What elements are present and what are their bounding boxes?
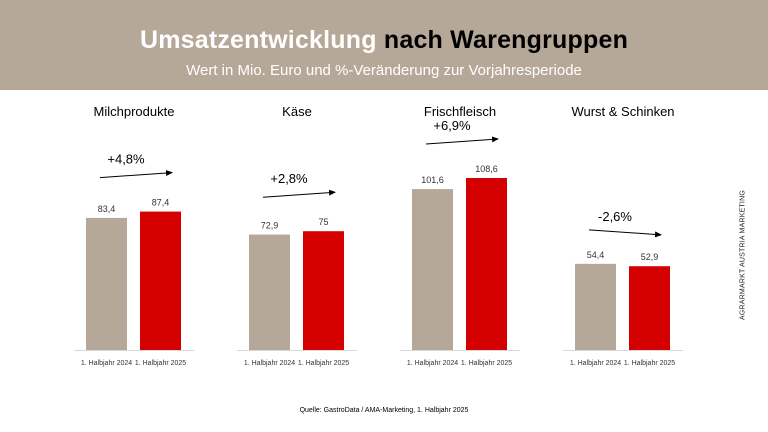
- category-label: Frischfleisch: [424, 104, 496, 119]
- bar-value-label: 75: [318, 217, 328, 227]
- side-label: AGRARMARKT AUSTRIA MARKETING: [738, 190, 748, 320]
- side-label-text: AGRARMARKT AUSTRIA MARKETING: [739, 190, 747, 320]
- x-tick-label: 1. Halbjahr 2025: [624, 360, 675, 367]
- x-tick-label: 1. Halbjahr 2024: [407, 360, 458, 367]
- change-label: -2,6%: [598, 209, 632, 224]
- bar-2024: [412, 189, 453, 350]
- page-subtitle: Wert in Mio. Euro und %-Veränderung zur …: [186, 62, 582, 79]
- bar-2025: [140, 211, 181, 350]
- trend-arrow: [262, 189, 336, 198]
- change-label: +2,8%: [270, 171, 308, 186]
- bar-value-label: 52,9: [641, 252, 659, 262]
- bar-value-label: 108,6: [475, 164, 498, 174]
- change-label: +6,9%: [433, 118, 471, 133]
- x-tick-label: 1. Halbjahr 2024: [244, 360, 295, 367]
- bar-2025: [629, 266, 670, 350]
- title-part-2: nach Warengruppen: [383, 26, 629, 54]
- bar-value-label: 87,4: [152, 198, 170, 208]
- trend-arrow: [99, 169, 173, 179]
- category-label: Käse: [282, 104, 312, 119]
- x-tick-label: 1. Halbjahr 2025: [135, 360, 186, 367]
- x-tick-label: 1. Halbjahr 2025: [298, 360, 349, 367]
- change-label: +4,8%: [107, 152, 145, 167]
- bar-value-label: 83,4: [98, 204, 116, 214]
- title-part-1: Umsatzentwicklung: [139, 26, 377, 54]
- bar-value-label: 54,4: [587, 250, 605, 260]
- header-banner: [0, 0, 768, 90]
- bar-2024: [575, 263, 616, 350]
- source-note: Quelle: GastroData / AMA-Marketing, 1. H…: [299, 407, 469, 414]
- bar-2024: [86, 217, 127, 350]
- bar-2025: [466, 178, 507, 350]
- bar-value-label: 72,9: [261, 221, 279, 231]
- x-tick-label: 1. Halbjahr 2025: [461, 360, 512, 367]
- trend-arrow: [425, 136, 499, 145]
- bar-2024: [249, 234, 290, 350]
- bar-value-label: 101,6: [421, 175, 444, 185]
- bar-2025: [303, 231, 344, 350]
- trend-arrow: [588, 229, 662, 238]
- page-title: Umsatzentwicklung nach Warengruppen: [0, 26, 768, 55]
- category-label: Milchprodukte: [94, 104, 175, 119]
- x-tick-label: 1. Halbjahr 2024: [570, 360, 621, 367]
- x-tick-label: 1. Halbjahr 2024: [81, 360, 132, 367]
- category-label: Wurst & Schinken: [571, 104, 674, 119]
